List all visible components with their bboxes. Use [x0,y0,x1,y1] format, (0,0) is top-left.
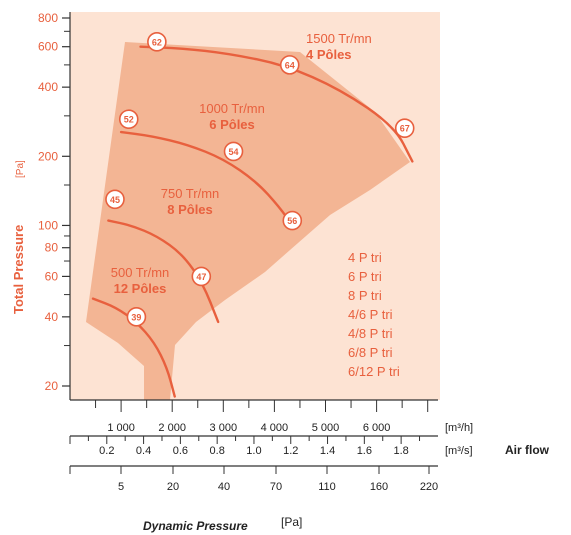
x-m3s-unit: [m³/s] [445,445,473,457]
x-dp-label-2: 40 [218,481,230,493]
x-m3s-label-6: 1.4 [320,445,335,457]
x-m3s-label-7: 1.6 [357,445,372,457]
motor-list: 4 P tri 6 P tri 8 P tri 4/6 P tri 4/8 P tri 6… [348,250,400,379]
motor-item-2: 8 P tri [348,288,382,303]
x-m3h-label-1000: 1 000 [107,422,135,434]
x-dp-label-4: 110 [318,481,336,493]
efficiency-marker-47 [191,266,212,287]
x-m3s-label-0: 0.2 [99,445,114,457]
series-label-2-line-0: 750 Tr/mn [161,186,220,201]
efficiency-marker-label-45: 45 [110,195,120,205]
x-m3s-label-1: 0.4 [136,445,151,457]
y-tick-label-800: 800 [38,11,58,25]
efficiency-marker-label-54: 54 [229,147,239,157]
x-dp-label-5: 160 [370,481,388,493]
motor-item-3: 4/6 P tri [348,307,393,322]
motor-item-4: 4/8 P tri [348,326,393,341]
operating-region [86,42,410,400]
y-axis-unit: [Pa] [15,160,26,178]
motor-item-5: 6/8 P tri [348,345,393,360]
series-label-1-line-1: 6 Pôles [209,117,255,132]
motor-item-6: 6/12 P tri [348,364,400,379]
y-axis: 800 600 400 200 100 80 60 40 20 [38,11,71,400]
x-dp-label-3: 70 [270,481,282,493]
y-tick-label-40: 40 [45,310,59,324]
x-m3h-label-3000: 3 000 [210,422,238,434]
x-m3h-label-4000: 4 000 [261,422,289,434]
curve-3 [91,297,176,398]
y-tick-label-200: 200 [38,149,58,163]
x-m3s-label-8: 1.8 [393,445,408,457]
efficiency-marker-64 [279,55,300,75]
x-m3s-label-3: 0.8 [210,445,225,457]
x-m3h-label-6000: 6 000 [363,422,391,434]
dynamic-pressure-unit: [Pa] [281,515,302,529]
y-tick-label-80: 80 [45,241,59,255]
efficiency-marker-62 [147,32,167,52]
efficiency-marker-label-39: 39 [131,312,141,322]
y-axis-title: Total Pressure [11,225,26,314]
series-label-2-line-1: 8 Pôles [167,202,213,217]
x-axes: 1 000 2 000 3 000 4 000 5 000 6 000 [m³/h] 0.2 0… [69,399,473,493]
series-labels: 1500 Tr/mn4 Pôles 1000 Tr/mn6 Pôles 750 Tr… [111,31,372,296]
series-label-0-line-1: 4 Pôles [306,47,352,62]
y-tick-label-60: 60 [45,269,59,283]
x-m3s-label-5: 1.2 [283,445,298,457]
y-tick-label-400: 400 [38,80,58,94]
x-m3h-label-5000: 5 000 [312,422,340,434]
motor-item-0: 4 P tri [348,250,382,265]
dynamic-pressure-title: Dynamic Pressure [143,519,248,533]
efficiency-marker-label-62: 62 [152,37,162,47]
motor-item-1: 6 P tri [348,269,382,284]
x-dp-label-0: 5 [118,481,124,493]
y-tick-label-20: 20 [45,379,59,393]
efficiency-marker-45 [105,189,125,210]
efficiency-marker-label-67: 67 [400,124,410,134]
efficiency-marker-label-56: 56 [287,216,297,226]
efficiency-marker-56 [282,210,303,231]
x-dp-label-6: 220 [420,481,438,493]
x-m3h-label-2000: 2 000 [158,422,186,434]
series-label-3-line-1: 12 Pôles [114,281,167,296]
series-label-1-line-0: 1000 Tr/mn [199,101,265,116]
efficiency-marker-label-52: 52 [124,115,134,125]
air-flow-label: Air flow [505,443,550,457]
y-tick-label-100: 100 [38,218,58,232]
curve-2 [107,219,220,324]
x-m3s-label-2: 0.6 [173,445,188,457]
efficiency-marker-67 [394,118,415,139]
efficiency-markers: 62 64 67 52 54 56 45 47 39 [105,32,415,327]
series-label-0-line-0: 1500 Tr/mn [306,31,372,46]
x-dp-label-1: 20 [167,481,179,493]
efficiency-marker-label-64: 64 [285,60,295,70]
efficiency-marker-54 [223,141,244,162]
x-m3s-label-4: 1.0 [246,445,261,457]
y-tick-label-600: 600 [38,40,58,54]
x-m3h-unit: [m³/h] [445,422,473,434]
efficiency-marker-52 [118,109,139,130]
series-label-3-line-0: 500 Tr/mn [111,265,170,280]
efficiency-marker-39 [126,307,147,327]
efficiency-marker-label-47: 47 [196,272,206,282]
